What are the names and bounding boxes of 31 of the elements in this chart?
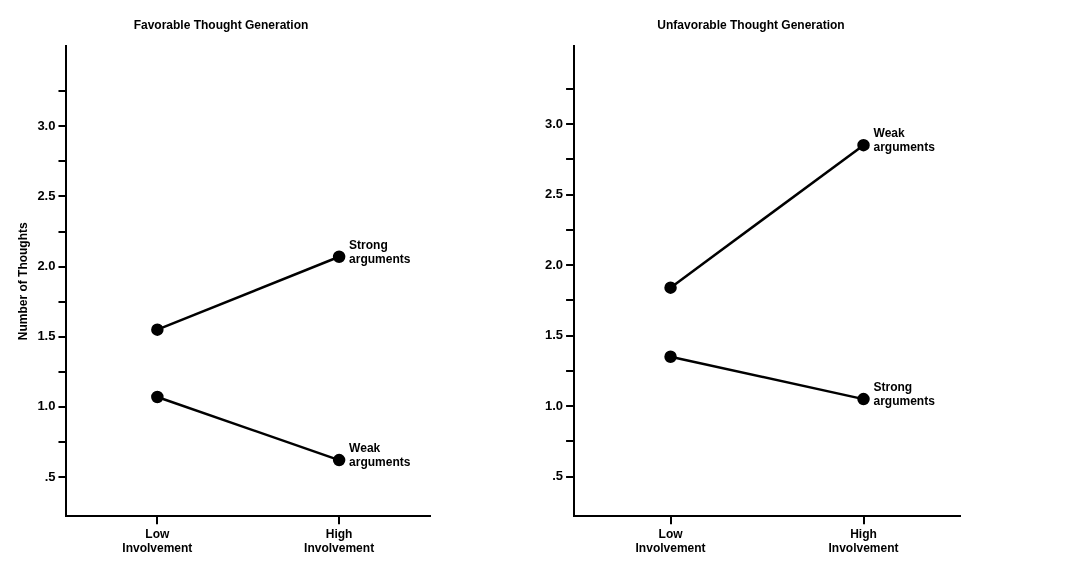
x-tick-label: High Involvement xyxy=(304,526,375,556)
y-tick-label: 3.0 xyxy=(37,117,56,133)
x-tick-label: Low Involvement xyxy=(122,526,193,556)
x-tick-label: High Involvement xyxy=(828,526,899,556)
point xyxy=(857,392,870,406)
y-tick-label: 1.0 xyxy=(544,397,564,413)
y-tick-label: 2.0 xyxy=(544,256,564,272)
y-tick-label: 2.5 xyxy=(544,186,564,202)
chart-title: Favorable Thought Generation xyxy=(133,17,309,32)
y-tick-label: 1.5 xyxy=(37,328,56,344)
y-tick-label: 2.0 xyxy=(37,258,56,274)
point xyxy=(151,390,164,404)
y-tick-label: 3.0 xyxy=(544,115,564,131)
point xyxy=(332,453,346,467)
y-tick-label: 1.5 xyxy=(544,327,564,343)
point xyxy=(857,138,870,152)
y-tick-label: .5 xyxy=(44,468,56,484)
y-tick-label: 1.0 xyxy=(37,398,56,414)
series-label: Weak arguments xyxy=(873,126,936,155)
point xyxy=(151,323,164,336)
chart-title: Unfavorable Thought Generation xyxy=(657,17,845,32)
x-tick-label: Low Involvement xyxy=(635,526,706,556)
point xyxy=(332,250,346,264)
y-tick-label: .5 xyxy=(552,468,564,484)
y-tick-label: 2.5 xyxy=(37,188,56,204)
point xyxy=(664,350,677,364)
point xyxy=(664,281,677,294)
series-label: Strong arguments xyxy=(873,380,936,409)
series-label: Weak arguments xyxy=(349,441,411,470)
series-label: Strong arguments xyxy=(349,238,411,267)
y-axis-title: Number of Thoughts xyxy=(15,221,30,341)
